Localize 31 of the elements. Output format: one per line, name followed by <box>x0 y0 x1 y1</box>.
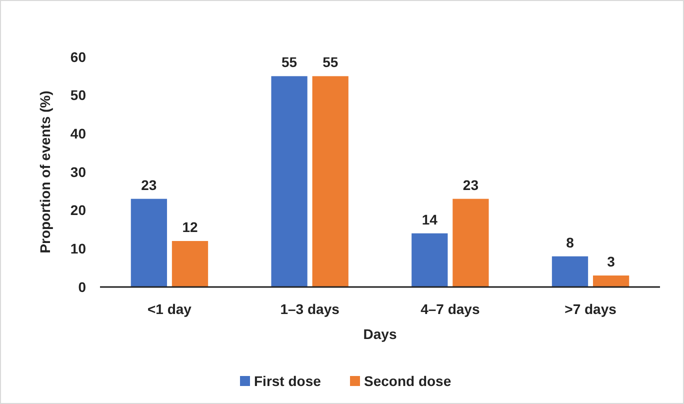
legend-label: Second dose <box>364 372 452 389</box>
data-label: 8 <box>566 234 574 250</box>
y-tick-label: 0 <box>78 278 86 295</box>
x-tick-label: 4–7 days <box>420 301 480 317</box>
bar <box>271 76 308 287</box>
data-label: 55 <box>322 54 338 70</box>
x-axis-title: Days <box>363 326 397 342</box>
x-tick-label: >7 days <box>564 301 617 317</box>
data-label: 14 <box>422 211 438 228</box>
y-tick-label: 50 <box>70 87 86 104</box>
y-tick-label: 10 <box>70 240 86 257</box>
data-label: 55 <box>282 54 298 70</box>
bar <box>130 198 168 287</box>
y-tick-label: 30 <box>70 164 86 180</box>
y-tick-label: 60 <box>70 48 86 65</box>
bar <box>172 241 208 287</box>
data-label: 23 <box>462 176 479 193</box>
bar <box>452 198 489 287</box>
legend-label: First dose <box>254 372 322 389</box>
data-label: 12 <box>182 219 198 235</box>
x-tick-label: 1–3 days <box>280 301 340 317</box>
y-tick-label: 20 <box>70 202 86 218</box>
bar <box>592 276 630 287</box>
bar <box>552 256 588 287</box>
data-label: 3 <box>607 254 616 270</box>
data-label: 23 <box>141 176 157 193</box>
bar <box>412 233 448 287</box>
x-tick-label: <1 day <box>147 301 192 317</box>
bar <box>312 76 348 287</box>
y-tick-label: 40 <box>70 126 86 142</box>
y-axis-title: Proportion of events (%) <box>37 90 53 254</box>
